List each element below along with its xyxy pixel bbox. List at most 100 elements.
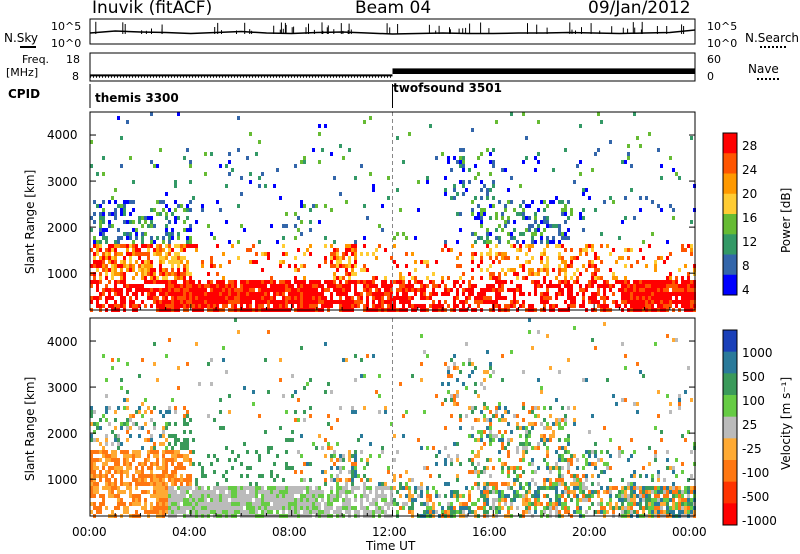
velocity-panel-cell [327, 510, 330, 514]
power-panel-cell [114, 252, 117, 256]
velocity-panel-cell [528, 482, 531, 486]
power-panel-cell [423, 260, 426, 264]
velocity-panel-cell [549, 406, 552, 410]
velocity-panel-cell [279, 494, 282, 498]
power-panel-cell [171, 268, 174, 272]
power-panel-cell [576, 164, 579, 168]
velocity-panel-cell [165, 446, 168, 450]
velocity-panel-cell [336, 418, 339, 422]
velocity-panel-cell [477, 418, 480, 422]
velocity-panel-cell [489, 422, 492, 426]
power-panel-cell [318, 124, 321, 128]
power-panel-cell [546, 296, 549, 300]
velocity-panel-cell [483, 470, 486, 474]
power-panel-cell [576, 268, 579, 272]
power-panel-cell [675, 300, 678, 304]
velocity-panel-cell [129, 482, 132, 486]
power-panel-cell [486, 296, 489, 300]
power-panel-cell [102, 256, 105, 260]
power-panel-cell [204, 300, 207, 304]
velocity-panel-cell [228, 494, 231, 498]
velocity-panel-cell [141, 462, 144, 466]
power-panel-cell [243, 280, 246, 284]
power-panel-cell [99, 220, 102, 224]
power-panel-cell [303, 280, 306, 284]
power-panel-cell [324, 204, 327, 208]
power-panel-cell [237, 256, 240, 260]
power-panel-cell [147, 296, 150, 300]
power-panel-cell [273, 288, 276, 292]
power-panel-cell [684, 288, 687, 292]
velocity-panel-cell [138, 426, 141, 430]
velocity-panel-cell [513, 490, 516, 494]
velocity-panel-cell [549, 466, 552, 470]
velocity-panel-cell [576, 478, 579, 482]
power-panel-cell [99, 212, 102, 216]
power-panel-cell [123, 220, 126, 224]
velocity-panel-cell [633, 402, 636, 406]
power-panel-cell [504, 252, 507, 256]
power-panel-cell [264, 280, 267, 284]
power-panel-cell [108, 280, 111, 284]
power-panel-cell [363, 280, 366, 284]
power-panel-cell [408, 300, 411, 304]
power-panel-cell [165, 212, 168, 216]
power-panel-cell [441, 292, 444, 296]
power-panel-cell [483, 296, 486, 300]
power-panel-cell [642, 240, 645, 244]
power-panel-cell [585, 244, 588, 248]
velocity-panel-cell [90, 494, 93, 498]
power-panel-cell [423, 292, 426, 296]
velocity-panel-cell [615, 494, 618, 498]
power-panel-cell [546, 244, 549, 248]
velocity-panel-cell [375, 502, 378, 506]
power-panel-cell [117, 292, 120, 296]
velocity-panel-cell [624, 398, 627, 402]
velocity-panel-cell [573, 422, 576, 426]
velocity-panel-cell [456, 494, 459, 498]
power-panel-cell [267, 304, 270, 308]
power-panel-cell [558, 256, 561, 260]
power-panel-cell [501, 284, 504, 288]
power-panel-cell [99, 240, 102, 244]
power-panel-cell [519, 264, 522, 268]
power-panel-cell [195, 288, 198, 292]
power-panel-cell [372, 184, 375, 188]
velocity-panel-cell [261, 490, 264, 494]
power-panel-cell [678, 268, 681, 272]
velocity-panel-cell [663, 478, 666, 482]
velocity-panel-cell [504, 410, 507, 414]
power-panel-cell [159, 248, 162, 252]
velocity-panel-cell [579, 490, 582, 494]
power-panel-cell [294, 224, 297, 228]
velocity-panel-cell [234, 510, 237, 514]
power-panel-cell [333, 240, 336, 244]
power-panel-cell [249, 304, 252, 308]
power-panel-cell [291, 284, 294, 288]
power-panel-cell [558, 244, 561, 248]
power-panel-cell [120, 288, 123, 292]
power-panel-cell [174, 284, 177, 288]
velocity-panel-cell [270, 498, 273, 502]
velocity-panel-cell [549, 502, 552, 506]
power-panel-cell [507, 188, 510, 192]
velocity-panel-cell [492, 502, 495, 506]
velocity-panel-cell [210, 462, 213, 466]
power-panel-cell [153, 268, 156, 272]
velocity-panel-cell [627, 458, 630, 462]
velocity-panel-cell [573, 494, 576, 498]
velocity-panel-cell [303, 418, 306, 422]
power-panel-cell [147, 248, 150, 252]
velocity-panel-cell [534, 494, 537, 498]
power-panel-cell [333, 176, 336, 180]
velocity-panel-cell [468, 362, 471, 366]
power-panel-cell [684, 264, 687, 268]
velocity-panel-cell [183, 446, 186, 450]
velocity-panel-cell [471, 502, 474, 506]
velocity-panel-cell [327, 498, 330, 502]
velocity-panel-cell [375, 494, 378, 498]
power-panel-cell [174, 208, 177, 212]
velocity-panel-cell [186, 506, 189, 510]
power-panel-cell [339, 300, 342, 304]
velocity-panel-cell [381, 446, 384, 450]
